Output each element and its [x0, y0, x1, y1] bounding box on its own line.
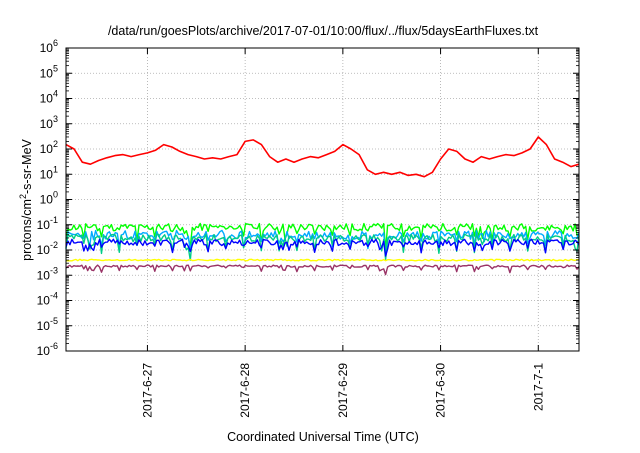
y-tick-label: 104 — [40, 89, 58, 106]
flux-series-line-7 — [65, 264, 580, 276]
x-tick-label: 2017-6-29 — [336, 363, 350, 418]
grid-layer — [66, 47, 579, 352]
y-tick-label: 10-5 — [37, 316, 58, 333]
y-tick-label: 105 — [40, 63, 58, 80]
axis-layer: 10-6 10-5 10-4 10-3 10-2 10-1 100 101 102 103 104 1… — [37, 38, 579, 418]
x-tick-label: 2017-6-27 — [140, 363, 154, 418]
y-tick-label: 10-1 — [37, 215, 58, 232]
x-tick-label: 2017-6-30 — [434, 363, 448, 418]
x-tick-label: 2017-6-28 — [238, 363, 252, 418]
series-layer — [65, 136, 580, 276]
y-tick-label: 10-4 — [37, 291, 58, 308]
y-tick-label: 106 — [40, 38, 58, 55]
y-tick-label: 102 — [40, 139, 58, 156]
x-axis-label: Coordinated Universal Time (UTC) — [227, 430, 419, 444]
y-tick-label: 10-2 — [37, 240, 58, 257]
x-tick-label: 2017-7-1 — [531, 363, 545, 411]
y-axis-label-group: protons/cm2-s-sr-MeV — [18, 138, 34, 260]
flux-series-line-2 — [65, 222, 580, 252]
y-tick-label: 103 — [40, 114, 58, 131]
y-axis-label: protons/cm2-s-sr-MeV — [18, 138, 34, 260]
y-tick-label: 10-3 — [37, 265, 58, 282]
flux-series-line-6 — [65, 258, 579, 262]
flux-series-line-5 — [65, 238, 580, 257]
chart-title: /data/run/goesPlots/archive/2017-07-01/1… — [108, 24, 539, 38]
y-tick-label: 100 — [40, 190, 58, 207]
flux-series-line-1 — [65, 136, 580, 178]
y-tick-label: 101 — [40, 164, 58, 181]
y-tick-label: 10-6 — [37, 341, 58, 358]
